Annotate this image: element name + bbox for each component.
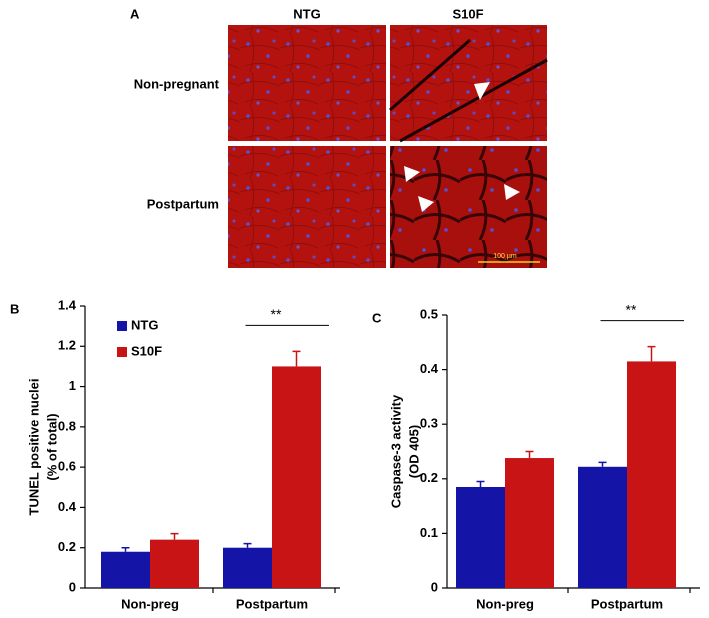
y-tick-label: 1 [69, 378, 76, 393]
bar [223, 547, 272, 588]
error-bar [525, 450, 534, 459]
significance-label: ** [271, 306, 282, 322]
micrograph-detail [389, 38, 548, 143]
arrowhead [504, 184, 520, 200]
x-tick-label: Postpartum [236, 596, 308, 611]
micrograph [390, 25, 547, 141]
bar [101, 551, 150, 588]
bar [505, 458, 554, 588]
error-bar [292, 350, 301, 367]
micrograph [228, 25, 386, 141]
bar [272, 366, 321, 588]
y-tick-label: 0 [69, 579, 76, 594]
bar [627, 361, 676, 588]
y-tick-label: 1.2 [58, 338, 76, 353]
micrograph [228, 146, 386, 268]
row-header: Non-pregnant [134, 76, 220, 91]
x-tick-label: Non-preg [476, 596, 534, 611]
y-tick-label: 1.4 [58, 297, 77, 312]
micrograph [390, 146, 547, 268]
panel-label: B [10, 301, 19, 316]
bar [578, 466, 627, 588]
error-bar [243, 542, 252, 548]
y-tick-label: 0.8 [58, 418, 76, 433]
panel-label: A [130, 6, 140, 21]
y-axis-label: TUNEL positive nuclei [26, 378, 41, 515]
panel-a: A NTG S10F Non-pregnant Postpartum 100 µ… [130, 6, 548, 268]
bar [456, 486, 505, 588]
error-bar [476, 480, 485, 487]
legend-label: NTG [131, 317, 158, 332]
significance-label: ** [626, 301, 637, 317]
legend-swatch [117, 321, 127, 331]
y-axis-label: (OD 405) [406, 425, 421, 478]
x-tick-label: Postpartum [591, 596, 663, 611]
y-tick-label: 0.2 [58, 539, 76, 554]
error-bar [647, 345, 656, 362]
x-tick-label: Non-preg [121, 596, 179, 611]
y-axis-label: (% of total) [44, 413, 59, 480]
error-bar [121, 546, 130, 552]
y-tick-label: 0.6 [58, 459, 76, 474]
y-tick-label: 0.5 [420, 306, 438, 321]
error-bar [598, 461, 607, 467]
error-bar [170, 532, 179, 540]
y-tick-label: 0.2 [420, 470, 438, 485]
legend-label: S10F [131, 343, 162, 358]
y-tick-label: 0.1 [420, 525, 438, 540]
legend-swatch [117, 347, 127, 357]
bar [150, 539, 199, 588]
panel-label: C [372, 310, 382, 325]
scale-bar-label: 100 µm [493, 253, 517, 260]
y-axis-label: Caspase-3 activity [388, 394, 403, 508]
y-tick-label: 0.4 [420, 361, 439, 376]
y-tick-label: 0 [431, 579, 438, 594]
y-tick-label: 0.3 [420, 416, 438, 431]
arrowhead [418, 196, 434, 212]
arrowhead [404, 166, 420, 182]
column-header: NTG [293, 6, 320, 21]
column-header: S10F [452, 6, 483, 21]
row-header: Postpartum [147, 196, 219, 211]
y-tick-label: 0.4 [58, 499, 77, 514]
arrowhead [474, 82, 490, 100]
